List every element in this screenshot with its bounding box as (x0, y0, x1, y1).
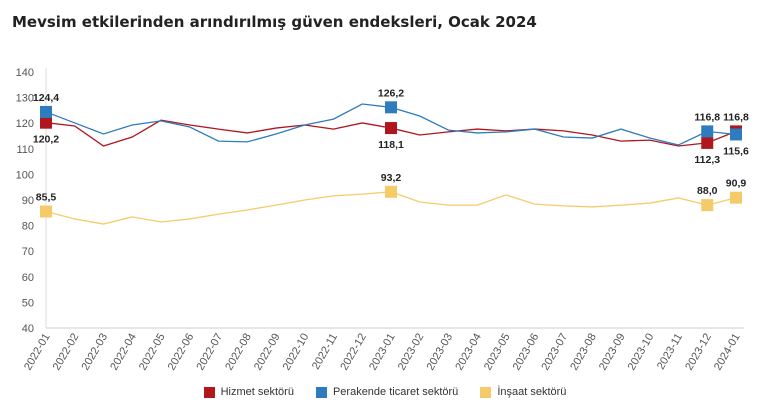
data-label: 93,2 (381, 172, 402, 184)
data-label: 116,8 (723, 111, 749, 123)
data-label: 112,3 (694, 154, 720, 166)
y-tick-label: 90 (22, 195, 34, 207)
x-tick-label: 2023-02 (396, 332, 427, 373)
data-marker (40, 116, 52, 129)
data-marker (385, 101, 397, 114)
data-label: 124,4 (33, 92, 59, 104)
x-tick-label: 2022-03 (80, 332, 111, 373)
data-label: 85,5 (36, 192, 57, 204)
x-tick-label: 2023-06 (511, 332, 542, 373)
legend-swatch (480, 386, 492, 398)
x-tick-label: 2022-06 (166, 332, 197, 373)
data-label: 115,6 (723, 145, 749, 157)
x-tick-label: 2022-04 (108, 332, 139, 373)
x-tick-label: 2022-12 (338, 332, 369, 373)
data-label: 118,1 (378, 139, 404, 151)
legend-item[interactable]: İnşaat sektörü (480, 386, 566, 398)
data-marker (385, 185, 397, 198)
y-tick-label: 60 (22, 272, 34, 284)
y-tick-label: 80 (22, 221, 34, 233)
legend-label: Hizmet sektörü (220, 386, 294, 398)
x-tick-label: 2022-11 (310, 332, 340, 372)
chart-title: Mevsim etkilerinden arındırılmış güven e… (12, 13, 537, 31)
x-tick-label: 2023-11 (655, 332, 685, 372)
x-tick-label: 2022-07 (195, 332, 226, 373)
x-tick-label: 2023-04 (453, 332, 484, 373)
y-tick-label: 130 (16, 93, 34, 105)
x-tick-label: 2022-08 (223, 332, 254, 373)
y-tick-label: 140 (16, 67, 34, 79)
x-tick-label: 2022-05 (137, 332, 168, 373)
legend-swatch (203, 386, 215, 398)
data-marker (40, 105, 52, 118)
data-marker (40, 205, 52, 218)
x-tick-label: 2023-07 (540, 332, 571, 373)
legend-label: İnşaat sektörü (497, 386, 567, 398)
data-marker (701, 136, 714, 149)
x-tick-label: 2023-08 (568, 332, 599, 373)
x-tick-label: 2022-01 (22, 332, 53, 373)
data-marker (701, 125, 714, 138)
legend-swatch (315, 386, 327, 398)
x-tick-label: 2023-05 (482, 332, 513, 373)
y-tick-label: 110 (16, 144, 34, 156)
x-tick-label: 2023-12 (683, 332, 714, 373)
y-tick-label: 40 (22, 323, 34, 335)
legend: Hizmet sektörü Perakende ticaret sektörü İ… (0, 386, 770, 398)
legend-item[interactable]: Hizmet sektörü (203, 386, 294, 398)
data-label: 126,2 (378, 87, 404, 99)
y-tick-label: 120 (16, 118, 34, 130)
data-label: 90,9 (726, 178, 747, 190)
y-tick-label: 100 (16, 169, 34, 181)
data-label: 88,0 (697, 185, 718, 197)
x-tick-label: 2024-01 (712, 332, 743, 373)
x-tick-label: 2022-09 (252, 332, 283, 373)
y-tick-label: 50 (22, 297, 34, 309)
x-tick-label: 2023-10 (626, 332, 657, 373)
data-marker (385, 122, 397, 135)
data-label: 116,8 (694, 111, 720, 123)
y-tick-label: 70 (22, 246, 34, 258)
data-marker (730, 128, 742, 141)
x-tick-label: 2023-03 (425, 332, 456, 373)
x-tick-label: 2022-02 (51, 332, 82, 373)
data-label: 120,2 (33, 134, 59, 146)
data-marker (701, 199, 714, 212)
data-marker (730, 191, 742, 204)
x-tick-label: 2022-10 (281, 332, 312, 373)
legend-item[interactable]: Perakende ticaret sektörü (315, 386, 459, 398)
x-tick-label: 2023-09 (597, 332, 628, 373)
x-tick-label: 2023-01 (367, 332, 398, 373)
legend-label: Perakende ticaret sektörü (332, 386, 459, 398)
